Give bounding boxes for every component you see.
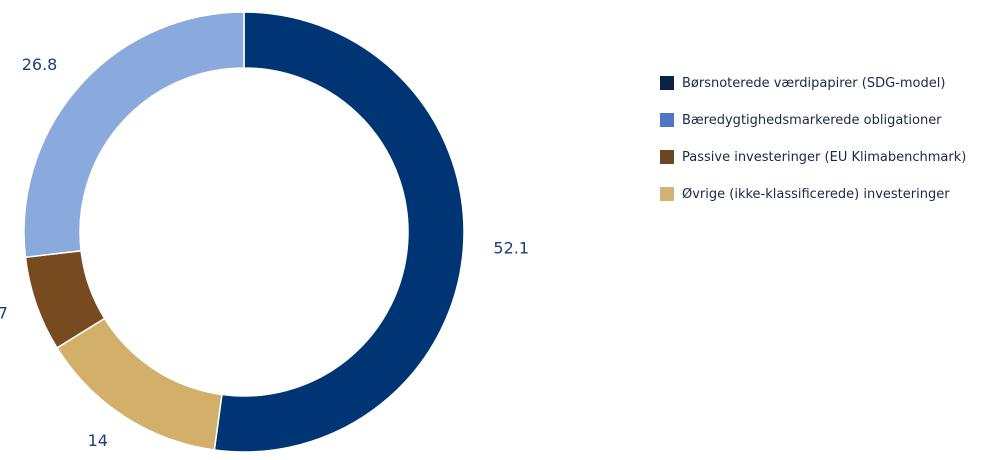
legend-item[interactable]: Øvrige (ikke-klassificerede) investering… <box>660 184 990 204</box>
legend-label: Bæredygtighedsmarkerede obligationer <box>682 113 942 128</box>
donut-slice[interactable] <box>57 318 222 450</box>
legend-item[interactable]: Bæredygtighedsmarkerede obligationer <box>660 110 990 130</box>
slice-value-label: 14 <box>88 431 108 450</box>
legend-swatch <box>660 76 674 90</box>
legend: Børsnoterede værdipapirer (SDG-model) Bæ… <box>660 73 990 221</box>
slice-value-label: 26.8 <box>22 55 58 74</box>
legend-swatch <box>660 113 674 127</box>
slice-value-label: 52.1 <box>493 238 529 257</box>
legend-item[interactable]: Børsnoterede værdipapirer (SDG-model) <box>660 73 990 93</box>
slice-value-label: 7 <box>0 304 8 323</box>
donut-slice[interactable] <box>214 12 464 452</box>
donut-slice[interactable] <box>24 12 244 257</box>
donut-slices <box>24 12 464 452</box>
legend-label: Øvrige (ikke-klassificerede) investering… <box>682 187 950 202</box>
legend-item[interactable]: Passive investeringer (EU Klimabenchmark… <box>660 147 990 167</box>
legend-swatch <box>660 150 674 164</box>
legend-label: Passive investeringer (EU Klimabenchmark… <box>682 150 966 165</box>
legend-label: Børsnoterede værdipapirer (SDG-model) <box>682 76 945 91</box>
legend-swatch <box>660 187 674 201</box>
